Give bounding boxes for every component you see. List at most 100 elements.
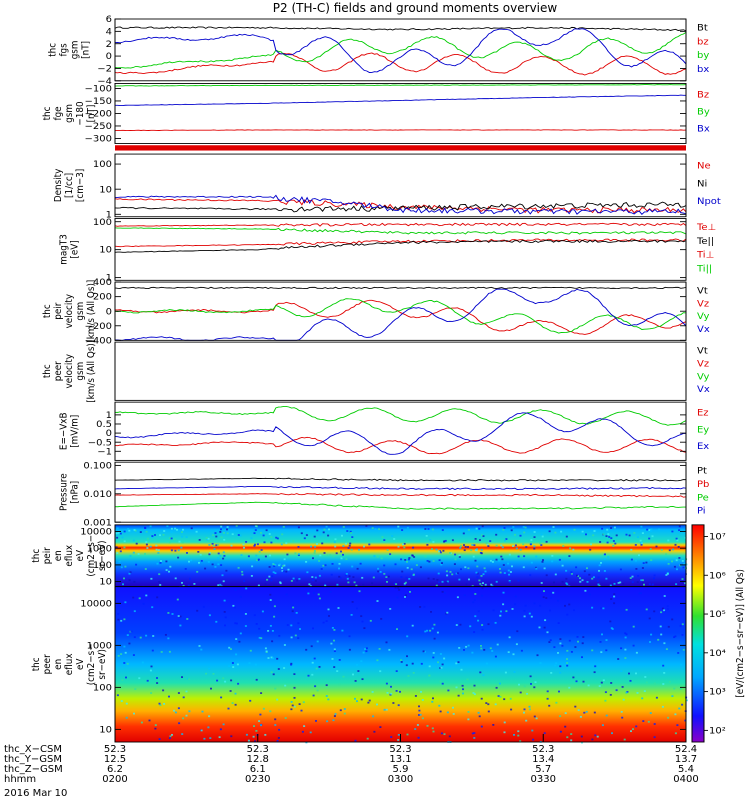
speckle [649, 712, 652, 714]
speckle [662, 683, 665, 685]
speckle [611, 628, 614, 630]
speckle [459, 545, 462, 547]
speckle [141, 661, 144, 664]
speckle [241, 570, 244, 573]
speckle [408, 557, 411, 559]
speckle [159, 562, 162, 564]
speckle [570, 739, 573, 742]
ytick-label: 10000 [80, 527, 112, 537]
speckle [224, 616, 227, 619]
speckle [606, 541, 609, 544]
speckle [333, 629, 336, 631]
speckle [534, 681, 537, 684]
speckle [462, 688, 464, 691]
speckle [174, 527, 177, 530]
speckle [328, 528, 330, 531]
speckle [167, 637, 170, 640]
speckle [193, 583, 196, 585]
speckle [283, 541, 285, 544]
speckle [424, 555, 427, 558]
speckle [149, 525, 152, 528]
speckle [254, 525, 257, 527]
speckle [601, 724, 604, 727]
speckle [219, 583, 222, 586]
speckle [441, 590, 444, 593]
speckle [568, 603, 571, 606]
speckle [437, 572, 440, 575]
speckle [483, 567, 486, 570]
speckle [224, 624, 226, 627]
speckle [406, 635, 409, 638]
speckle [348, 575, 351, 578]
speckle [412, 672, 415, 674]
ispec-speckle [115, 524, 688, 589]
speckle [508, 573, 511, 576]
ylabel-line: gsm [64, 104, 76, 123]
speckle [260, 549, 263, 551]
speckle [636, 581, 639, 584]
speckle [298, 703, 301, 706]
speckle [232, 604, 235, 607]
speckle [378, 647, 381, 650]
speckle [333, 666, 336, 668]
speckle [509, 697, 512, 700]
speckle [200, 729, 203, 732]
speckle [478, 579, 481, 582]
speckle [666, 572, 669, 574]
speckle [592, 576, 595, 579]
speckle [331, 626, 334, 629]
speckle [255, 730, 258, 732]
speckle [465, 583, 468, 586]
speckle [593, 530, 596, 532]
speckle [395, 583, 398, 586]
speckle [346, 530, 349, 532]
speckle [380, 617, 383, 620]
speckle [342, 526, 345, 528]
speckle [432, 578, 435, 580]
speckle [619, 581, 622, 584]
speckle [325, 695, 328, 697]
ytick-label: −200 [85, 321, 112, 331]
speckle [339, 576, 342, 579]
speckle [174, 711, 177, 714]
speckle [409, 590, 411, 593]
speckle [223, 599, 226, 602]
speckle [499, 568, 501, 570]
ylabel-line: [cm−3] [75, 169, 87, 202]
speckle [514, 595, 517, 598]
speckle [516, 630, 519, 633]
speckle [315, 667, 318, 670]
speckle [486, 543, 489, 546]
speckle [146, 547, 149, 549]
speckle [424, 630, 427, 633]
speckle [676, 724, 679, 727]
speckle [162, 689, 165, 692]
speckle [582, 680, 585, 683]
speckle [188, 560, 190, 563]
speckle [672, 548, 674, 551]
speckle [132, 551, 135, 554]
speckle [177, 556, 180, 559]
speckle [169, 565, 172, 568]
speckle [524, 526, 527, 529]
speckle [617, 582, 620, 584]
speckle [585, 533, 587, 536]
speckle [198, 539, 201, 541]
colorbar-label: [eV/(cm2−s−sr−eV)] (All Qs) [735, 569, 747, 698]
series-press-Pb [114, 493, 687, 498]
speckle [643, 690, 646, 692]
speckle [281, 570, 284, 572]
speckle [129, 571, 132, 574]
speckle [559, 715, 562, 718]
speckle [393, 582, 396, 585]
speckle [239, 595, 242, 598]
xtick-label: 12.8 [247, 754, 269, 765]
speckle [325, 684, 328, 687]
speckle [219, 554, 222, 557]
speckle [238, 640, 241, 643]
speckle [445, 581, 448, 584]
speckle [443, 657, 446, 660]
colorbar-gradient [691, 524, 705, 743]
